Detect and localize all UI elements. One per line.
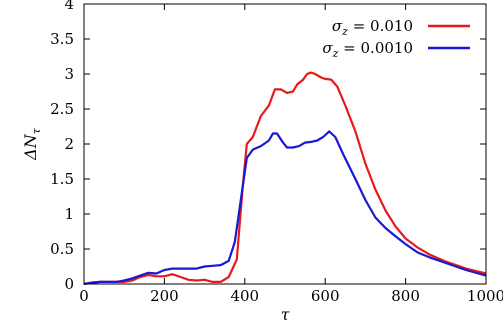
series-line-1	[83, 71, 487, 286]
x-tick-label: 1000	[467, 287, 503, 305]
x-tick-label: 200	[150, 287, 179, 305]
svg-text:ΔNτ: ΔNτ	[21, 127, 43, 161]
series-line-2	[83, 130, 487, 286]
y-tick-label: 0.5	[50, 240, 74, 258]
y-tick-label: 2.5	[50, 100, 74, 118]
y-tick-label: 3.5	[50, 30, 74, 48]
y-tick-label: 0	[64, 275, 74, 293]
y-tick-label: 2	[64, 135, 74, 153]
y-tick-label: 1.5	[50, 170, 74, 188]
x-axis-label: τ	[281, 305, 291, 324]
y-tick-label: 1	[64, 205, 74, 223]
y-axis-label-sub: τ	[30, 127, 43, 134]
legend-label-2: σz = 0.0010	[322, 39, 413, 60]
x-tick-label: 400	[230, 287, 259, 305]
x-tick-label: 600	[311, 287, 340, 305]
legend-label-1: σz = 0.010	[332, 17, 413, 38]
series-layer	[83, 71, 487, 286]
y-tick-label: 3	[64, 65, 74, 83]
y-tick-label: 4	[64, 0, 74, 13]
y-axis-label-main: ΔN	[21, 133, 40, 161]
y-axis-label: ΔNτ	[21, 127, 43, 161]
ticks-layer: 0 200 400 600 800 1000 0 0.5 1 1.5 2 2.5 3 3.5 4	[50, 0, 503, 305]
x-tick-label: 800	[391, 287, 420, 305]
x-tick-label: 0	[79, 287, 89, 305]
